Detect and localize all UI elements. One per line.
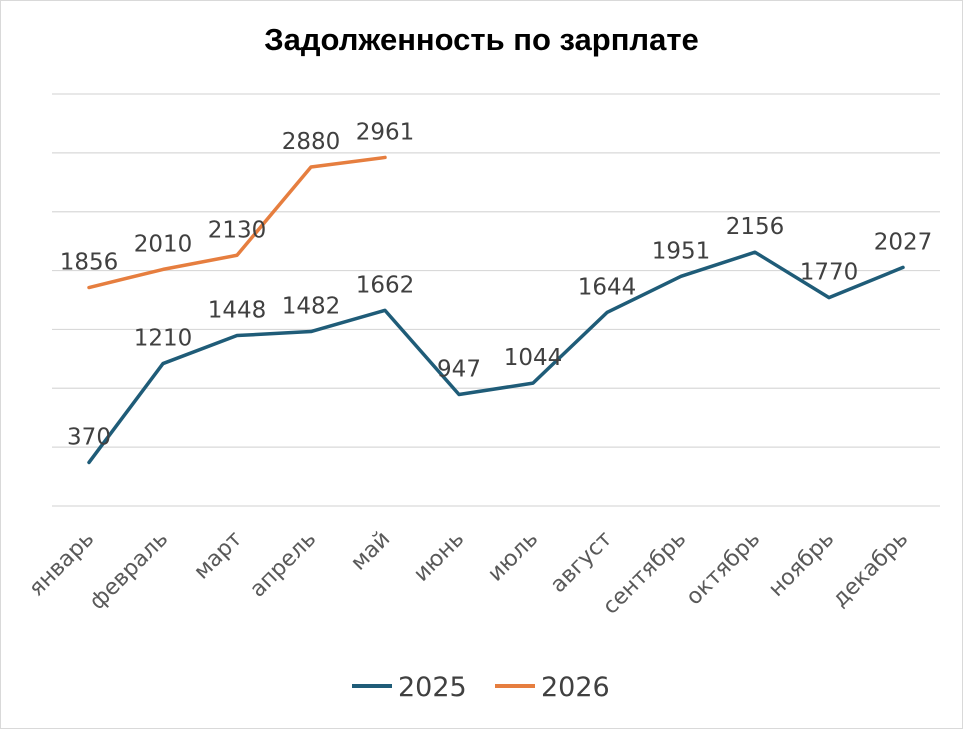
- data-label: 1044: [504, 345, 563, 371]
- x-tick-label: июль: [483, 527, 543, 587]
- data-label: 1482: [282, 294, 341, 320]
- data-label: 2880: [282, 129, 341, 155]
- data-label: 1856: [60, 250, 119, 276]
- x-tick-label: октябрь: [682, 527, 766, 611]
- data-label: 2027: [874, 229, 933, 255]
- data-label: 1951: [652, 238, 711, 264]
- x-tick-label: декабрь: [828, 527, 914, 613]
- data-label: 2961: [356, 119, 415, 145]
- x-tick-label: ноябрь: [764, 527, 839, 602]
- x-tick-label: июнь: [409, 527, 469, 587]
- data-label: 1448: [208, 298, 267, 324]
- x-tick-label: март: [189, 526, 247, 584]
- x-tick-label: январь: [24, 527, 99, 602]
- x-tick-label: август: [546, 526, 618, 598]
- data-labels: 370 1210 1448 1482 1662 947 1044 1644 1951 2156 17…: [60, 119, 933, 450]
- x-tick-label: май: [346, 527, 395, 576]
- gridlines: [52, 93, 940, 507]
- data-label: 2130: [208, 217, 267, 243]
- legend: 2025 2026: [352, 672, 610, 703]
- data-label: 1644: [578, 274, 637, 300]
- legend-label-2026: 2026: [541, 672, 610, 703]
- data-label: 1770: [800, 260, 859, 286]
- data-label: 2156: [726, 214, 785, 240]
- data-label: 2010: [134, 231, 193, 257]
- legend-label-2025: 2025: [398, 672, 467, 703]
- data-label: 1662: [356, 272, 415, 298]
- x-tick-label: апрель: [245, 527, 321, 603]
- data-label: 1210: [134, 326, 193, 352]
- data-label: 370: [67, 424, 111, 450]
- series-line-2025: [87, 250, 905, 465]
- chart-title: Задолженность по зарплате: [264, 22, 699, 57]
- x-tick-label: февраль: [85, 527, 173, 615]
- series-lines: [87, 155, 905, 465]
- data-label: 947: [437, 357, 481, 383]
